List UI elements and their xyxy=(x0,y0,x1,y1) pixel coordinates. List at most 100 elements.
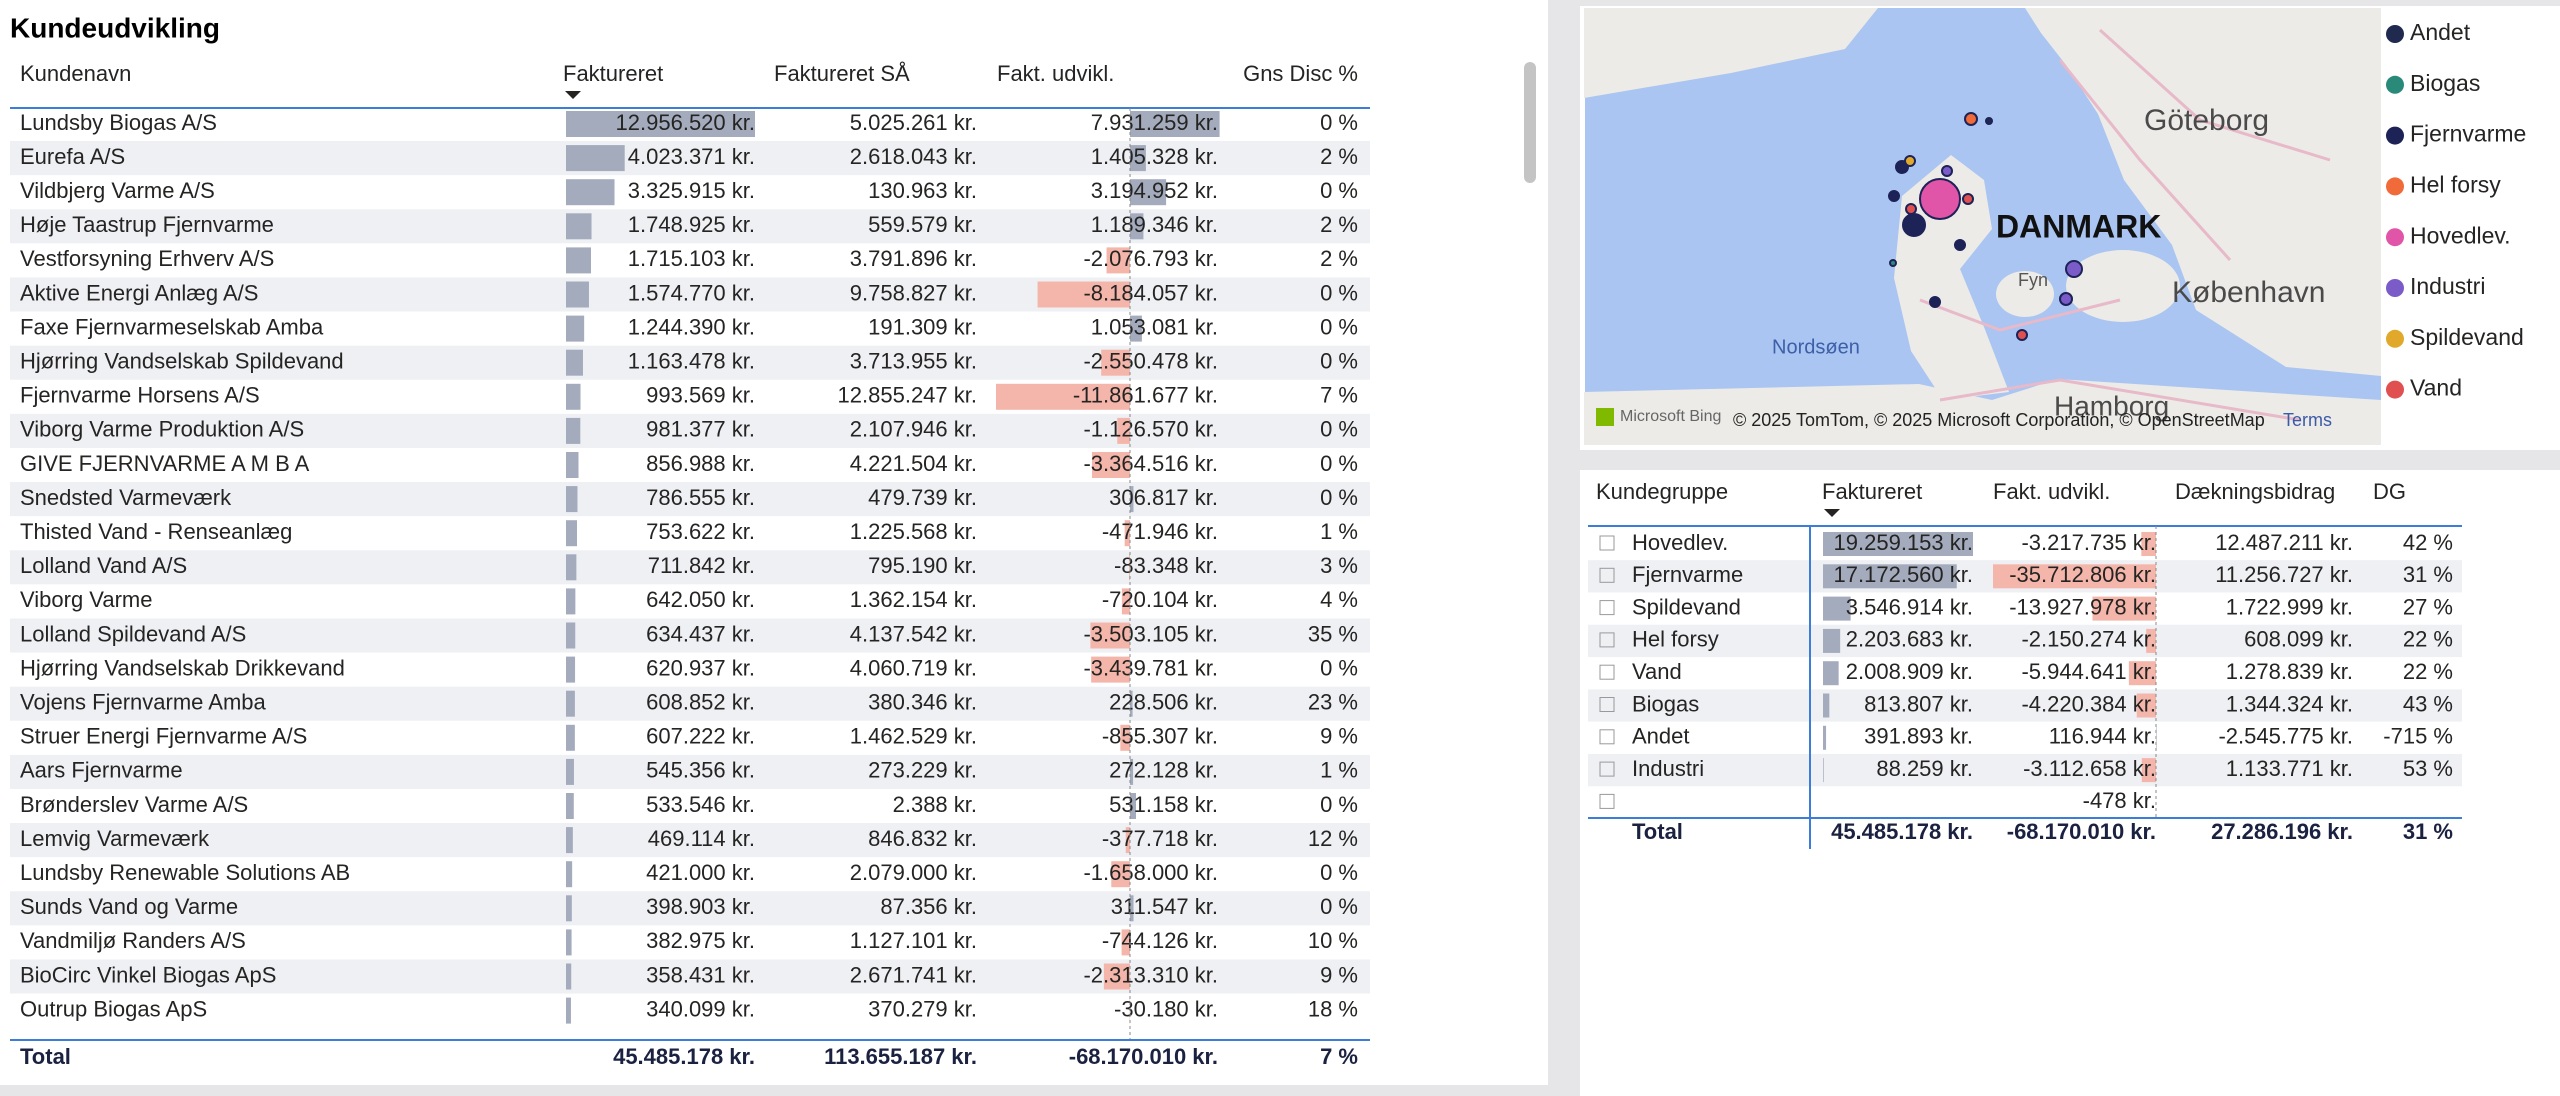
cell-text: 642.050 kr. xyxy=(646,587,755,612)
cell-text: 358.431 kr. xyxy=(646,962,755,987)
bubble[interactable] xyxy=(1902,213,1926,237)
cell-text: -35.712.806 kr. xyxy=(2009,562,2156,587)
cell-text: 1.715.103 kr. xyxy=(628,246,755,271)
legend-label: Hovedlev. xyxy=(2410,222,2511,248)
legend-dot xyxy=(2386,25,2404,43)
bubble[interactable] xyxy=(1985,117,1993,125)
bubble[interactable] xyxy=(1964,112,1978,126)
map-label: Nordsøen xyxy=(1772,336,1860,358)
cell-text: 27 % xyxy=(2403,594,2453,619)
expand-icon[interactable] xyxy=(1599,600,1615,616)
bubble[interactable] xyxy=(2059,292,2073,306)
bubble[interactable] xyxy=(2065,260,2083,278)
cell-text: 795.190 kr. xyxy=(868,553,977,578)
legend-dot xyxy=(2386,228,2404,247)
cell-text: -3.364.516 kr. xyxy=(1083,451,1218,476)
cell-text: 993.569 kr. xyxy=(646,383,755,408)
cell-text: Sunds Vand og Varme xyxy=(20,894,238,919)
expand-icon[interactable] xyxy=(1599,729,1615,745)
row-stripe xyxy=(1588,753,2462,787)
bubble[interactable] xyxy=(1889,259,1897,267)
map-provider: Microsoft Bing xyxy=(1620,408,1721,425)
cell-text: Lolland Vand A/S xyxy=(20,553,187,578)
data-bar xyxy=(1130,179,1167,206)
data-bar xyxy=(566,554,577,581)
cell-text: 4 % xyxy=(1320,587,1358,612)
cell-text: Outrup Biogas ApS xyxy=(20,996,207,1021)
column-header: Faktureret SÅ xyxy=(774,61,910,86)
cell-text: 22 % xyxy=(2403,627,2453,652)
data-bar xyxy=(1130,793,1137,819)
column-header: Fakt. udvikl. xyxy=(997,61,1114,86)
data-bar xyxy=(1823,693,1830,718)
expand-icon[interactable] xyxy=(1599,567,1615,583)
land xyxy=(1996,271,2054,317)
row-stripe xyxy=(10,345,1370,380)
cell-text: 4.137.542 kr. xyxy=(850,621,977,646)
expand-icon[interactable] xyxy=(1599,535,1615,551)
expand-icon[interactable] xyxy=(1599,632,1615,648)
cell-text: Vandmiljø Randers A/S xyxy=(20,928,246,953)
bubble[interactable] xyxy=(1905,203,1917,215)
cell-text: Eurefa A/S xyxy=(20,144,125,169)
expand-icon[interactable] xyxy=(1599,793,1615,809)
cell-text: Hovedlev. xyxy=(1632,530,1728,555)
cell-text: Vestforsyning Erhverv A/S xyxy=(20,246,274,271)
bubble[interactable] xyxy=(1941,165,1953,177)
cell-text: Lundsby Biogas A/S xyxy=(20,110,217,135)
cell-text: 421.000 kr. xyxy=(646,860,755,885)
legend-dot xyxy=(2386,380,2404,399)
row-stripe xyxy=(10,686,1370,721)
cell-text: 130.963 kr. xyxy=(868,178,977,203)
map[interactable] xyxy=(1584,8,2381,445)
legend-dot xyxy=(2386,177,2404,196)
row-stripe xyxy=(1588,624,2462,658)
expand-icon[interactable] xyxy=(1599,697,1615,712)
data-bar xyxy=(566,486,578,513)
cell-text: -4.220.384 kr. xyxy=(2021,691,2156,716)
data-bar xyxy=(566,793,574,819)
bubble[interactable] xyxy=(1962,193,1974,205)
cell-text: 88.259 kr. xyxy=(1876,756,1973,781)
cell-text: 0 % xyxy=(1320,349,1358,374)
cell-text: 380.346 kr. xyxy=(868,690,977,715)
cell-text: 35 % xyxy=(1308,621,1358,646)
cell-text: 3.546.914 kr. xyxy=(1846,594,1973,619)
bubble[interactable] xyxy=(2016,329,2028,341)
row-stripe xyxy=(10,959,1370,994)
cell-text: 3 % xyxy=(1320,553,1358,578)
data-bar xyxy=(1130,145,1146,172)
cell-text: 2 % xyxy=(1320,246,1358,271)
map-label: København xyxy=(2172,276,2325,309)
data-bar xyxy=(1106,247,1130,274)
cell-text: Aktive Energi Anlæg A/S xyxy=(20,280,258,305)
expand-icon[interactable] xyxy=(1599,664,1615,680)
cell-text: 7 % xyxy=(1320,383,1358,408)
bubble[interactable] xyxy=(1904,155,1916,167)
scrollbar-thumb[interactable] xyxy=(1524,62,1536,183)
cell-text: 306.817 kr. xyxy=(1109,485,1218,510)
cell-text: 1.278.839 kr. xyxy=(2226,659,2353,684)
land xyxy=(1584,379,2381,445)
data-bar xyxy=(566,520,577,547)
cell-text: Hel forsy xyxy=(1632,627,1719,652)
cell-text: 18 % xyxy=(1308,996,1358,1021)
legend-label: Hel forsy xyxy=(2410,171,2501,197)
data-bar xyxy=(566,179,615,206)
data-bar xyxy=(566,690,575,717)
data-bar xyxy=(1129,554,1130,581)
bubble[interactable] xyxy=(1888,190,1900,202)
expand-icon[interactable] xyxy=(1599,761,1615,777)
cell-text: 2.388 kr. xyxy=(893,792,977,817)
cell-text: 1.244.390 kr. xyxy=(628,314,755,339)
legend-dot xyxy=(2386,126,2404,145)
bubble[interactable] xyxy=(1919,178,1961,220)
data-bar xyxy=(1090,622,1130,649)
legend-label: Biogas xyxy=(2410,70,2480,96)
bubble[interactable] xyxy=(1954,239,1966,251)
data-bar xyxy=(1091,656,1130,683)
cell-text: 981.377 kr. xyxy=(646,417,755,442)
bubble[interactable] xyxy=(1929,296,1941,308)
cell-text: 3.325.915 kr. xyxy=(628,178,755,203)
